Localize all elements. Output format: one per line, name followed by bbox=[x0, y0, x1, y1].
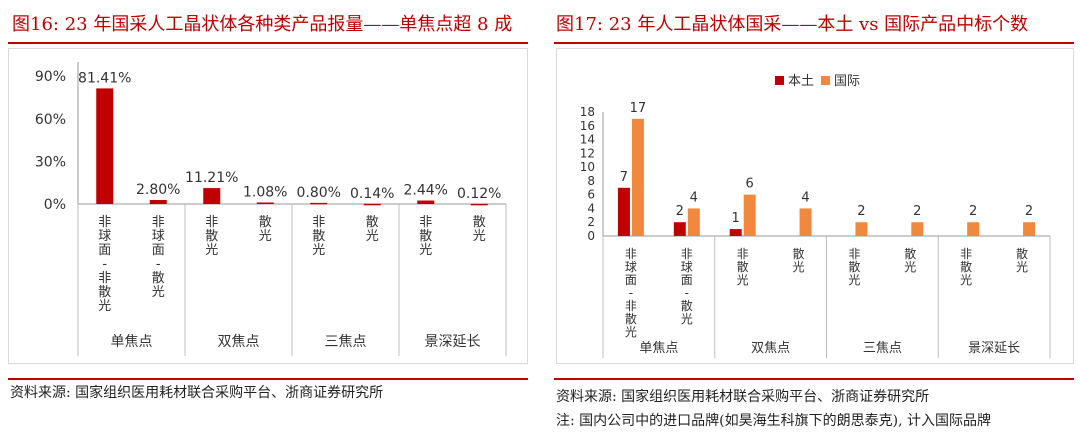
right-data-label: 2 bbox=[1025, 204, 1033, 219]
right-y-tick-label: 8 bbox=[587, 174, 595, 188]
right-bar bbox=[855, 222, 868, 236]
right-y-tick-label: 16 bbox=[580, 119, 595, 133]
right-data-label: 4 bbox=[690, 190, 698, 205]
right-x-tick-label: 非球面-散光 bbox=[681, 247, 693, 326]
right-data-label: 4 bbox=[801, 190, 809, 205]
left-source-note: 资料来源: 国家组织医用耗材联合采购平台、浙商证券研究所 bbox=[10, 385, 384, 401]
right-y-tick-label: 4 bbox=[587, 201, 595, 215]
right-legend-swatch bbox=[775, 76, 784, 85]
left-data-label: 11.21% bbox=[185, 170, 238, 186]
right-y-tick-label: 14 bbox=[580, 133, 595, 147]
left-x-tick-label: 散光 bbox=[366, 215, 379, 244]
right-data-label: 7 bbox=[620, 170, 628, 185]
right-source-note: 资料来源: 国家组织医用耗材联合采购平台、浙商证券研究所 bbox=[556, 389, 930, 405]
right-plot-frame bbox=[556, 48, 1074, 364]
left-data-label: 2.44% bbox=[404, 183, 448, 199]
right-title-rule bbox=[554, 42, 1074, 44]
right-y-tick-label: 0 bbox=[587, 229, 595, 243]
left-bar bbox=[149, 200, 167, 204]
left-group-label: 双焦点 bbox=[218, 334, 260, 350]
left-bar bbox=[363, 203, 381, 206]
right-data-label: 2 bbox=[857, 204, 865, 219]
right-legend-label: 国际 bbox=[834, 74, 860, 89]
left-x-tick-label: 非散光 bbox=[419, 215, 432, 258]
left-bar bbox=[96, 88, 114, 204]
right-figure-title: 图17: 23 年人工晶状体国采——本土 vs 国际产品中标个数 bbox=[556, 14, 1029, 35]
right-bar bbox=[729, 229, 742, 236]
left-bar bbox=[256, 202, 274, 204]
right-bar bbox=[631, 118, 644, 236]
right-bar bbox=[673, 222, 686, 236]
left-data-label: 0.14% bbox=[350, 186, 394, 202]
right-bar bbox=[687, 208, 700, 236]
right-footer-rule bbox=[554, 378, 1074, 380]
right-data-label: 2 bbox=[969, 204, 977, 219]
right-legend-label: 本土 bbox=[788, 74, 814, 89]
left-bar bbox=[470, 203, 488, 206]
right-group-label: 单焦点 bbox=[639, 341, 678, 356]
right-y-tick-label: 2 bbox=[587, 215, 595, 229]
right-x-tick-label: 非球面-非散光 bbox=[625, 247, 637, 339]
right-x-tick-label: 散光 bbox=[1016, 246, 1028, 274]
right-group-label: 三焦点 bbox=[863, 341, 902, 356]
right-bar bbox=[911, 222, 924, 236]
right-footnote: 注: 国内公司中的进口品牌(如昊海生科旗下的朗思泰克), 计入国际品牌 bbox=[556, 413, 991, 429]
right-bar bbox=[799, 208, 812, 236]
left-x-tick-label: 非球面-散光 bbox=[152, 215, 165, 300]
left-group-label: 景深延长 bbox=[425, 334, 481, 350]
left-x-tick-label: 散光 bbox=[259, 215, 272, 244]
right-data-label: 17 bbox=[630, 101, 647, 116]
left-group-label: 三焦点 bbox=[325, 334, 367, 350]
left-x-tick-label: 非散光 bbox=[312, 215, 325, 258]
left-y-tick-label: 30% bbox=[35, 154, 66, 170]
left-bar bbox=[310, 202, 328, 205]
right-y-tick-label: 6 bbox=[587, 188, 595, 202]
right-group-label: 双焦点 bbox=[751, 341, 790, 356]
left-group-label: 单焦点 bbox=[111, 334, 153, 350]
left-x-tick-label: 非球面-非散光 bbox=[98, 215, 111, 314]
right-data-label: 2 bbox=[913, 204, 921, 219]
right-bar bbox=[1023, 222, 1036, 236]
left-y-tick-label: 90% bbox=[35, 69, 66, 85]
right-x-tick-label: 非散光 bbox=[960, 247, 972, 287]
right-data-label: 1 bbox=[732, 211, 740, 226]
right-y-tick-label: 18 bbox=[580, 105, 595, 119]
right-bar bbox=[743, 194, 756, 236]
left-data-label: 2.80% bbox=[136, 182, 180, 198]
left-title-rule bbox=[8, 42, 528, 44]
right-data-label: 6 bbox=[746, 177, 754, 192]
left-data-label: 0.80% bbox=[297, 185, 341, 201]
right-x-tick-label: 非散光 bbox=[848, 247, 860, 287]
right-x-tick-label: 散光 bbox=[904, 246, 916, 274]
left-data-label: 1.08% bbox=[243, 184, 287, 200]
right-bar bbox=[967, 222, 980, 236]
left-data-label: 0.12% bbox=[457, 186, 501, 202]
right-y-tick-label: 10 bbox=[580, 160, 595, 174]
left-figure-title: 图16: 23 年国采人工晶状体各种类产品报量——单焦点超 8 成 bbox=[12, 14, 513, 35]
right-group-label: 景深延长 bbox=[968, 341, 1020, 356]
right-x-tick-label: 非散光 bbox=[737, 247, 749, 287]
right-legend-swatch bbox=[821, 76, 830, 85]
left-bar bbox=[203, 188, 221, 204]
left-footer-rule bbox=[8, 378, 528, 380]
left-bar-chart: 0% 30% 60% 90% 81.41% 非球面-非散光 2.80% 非球面-散光 11.21… bbox=[35, 62, 507, 356]
left-bar bbox=[417, 200, 435, 204]
right-x-tick-label: 散光 bbox=[793, 246, 805, 274]
left-data-label: 81.41% bbox=[78, 70, 131, 86]
left-y-tick-label: 60% bbox=[35, 112, 66, 128]
left-y-tick-label: 0% bbox=[44, 197, 66, 213]
left-x-tick-label: 散光 bbox=[473, 215, 486, 244]
right-data-label: 2 bbox=[676, 204, 684, 219]
left-plot-frame bbox=[8, 48, 528, 364]
right-bar bbox=[617, 187, 630, 236]
right-y-tick-label: 12 bbox=[580, 146, 595, 160]
left-x-tick-label: 非散光 bbox=[205, 215, 218, 258]
